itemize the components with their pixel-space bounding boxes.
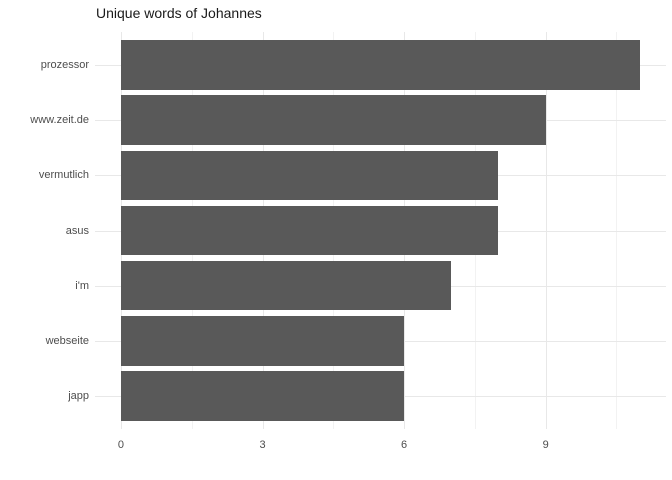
x-axis-tick-label: 9 [542, 439, 549, 451]
y-axis-tick-label: asus [65, 224, 89, 237]
plot-panel [95, 32, 666, 429]
bar [120, 150, 499, 201]
y-axis-tick-label: japp [68, 389, 89, 402]
y-axis-tick-label: prozessor [40, 59, 89, 72]
chart-title: Unique words of Johannes [96, 5, 262, 21]
x-axis-tick-label: 6 [401, 439, 408, 451]
bar [120, 40, 641, 90]
y-axis-tick-label: vermutlich [38, 169, 89, 182]
x-axis-tick-label: 0 [117, 439, 125, 451]
bar [120, 315, 405, 366]
y-axis-tick-label: www.zeit.de [30, 114, 89, 127]
bar [120, 371, 405, 421]
bar [120, 205, 499, 256]
bar [120, 95, 546, 146]
bar [120, 260, 452, 311]
x-axis-tick-label: 3 [259, 439, 266, 451]
y-axis-tick-label: i'm [75, 279, 89, 292]
y-axis-tick-label: webseite [45, 334, 89, 347]
